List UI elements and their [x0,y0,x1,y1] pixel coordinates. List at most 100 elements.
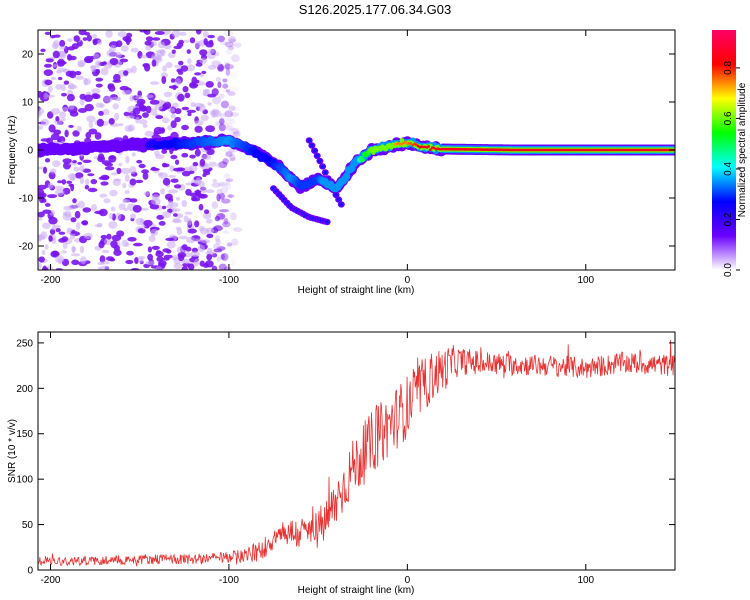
spectrogram-noise-blob [50,76,57,81]
spectrogram-noise-blob [198,193,208,199]
spectrogram-noise-blob [219,192,226,200]
spectrogram-noise-blob [97,266,103,270]
spectrogram-noise-blob [55,116,60,122]
spectrogram-ridge-cell [409,142,413,145]
spectrogram-noise-blob [135,217,144,226]
spectrogram-noise-blob [49,168,57,174]
spectrogram-noise-blob [227,91,236,96]
spectrogram-noise-blob [102,108,110,116]
spectrogram-noise-blob [224,41,234,48]
spectrogram-noise-blob [43,92,48,100]
spectrogram-ridge-cell [646,148,650,152]
spectrogram-ridge-cell [459,147,463,151]
spectrogram-noise-blob [184,211,193,215]
spectrogram-noise-blob [225,125,235,132]
spectrogram-noise-blob [153,126,164,135]
spectrogram-ridge-cell [527,148,530,152]
spectrogram-noise-blob [123,199,130,203]
spectrogram-noise-blob [195,62,203,67]
spectrogram-noise-blob [129,166,137,175]
spectrogram-noise-blob [215,77,222,82]
spectrogram-ridge-cell [591,148,595,152]
spectrogram-noise-blob [151,198,161,205]
spectrogram-noise-blob [172,217,181,223]
spectrogram-noise-blob [212,179,217,183]
spectrogram-noise-blob [125,259,134,265]
spectrogram-noise-blob [200,114,209,122]
spectrogram-noise-blob [216,213,226,220]
spectrogram-noise-blob [222,221,231,228]
spectrogram-noise-blob [178,235,188,240]
spectrogram-noise-blob [58,76,63,81]
spectrogram-noise-blob [55,255,65,264]
spectrogram-noise-blob [161,211,171,219]
spectrogram-noise-blob [183,166,193,172]
spectrogram-noise-blob [189,192,199,198]
colorbar: 0.0 0.2 0.4 0.6 0.8 Normalized spectral ampl… [712,30,748,277]
spectrogram-noise-blob [52,160,61,168]
spectrogram-noise-blob [165,237,175,241]
spectrogram-noise-blob [129,178,137,186]
spectrogram-noise-blob [124,37,132,43]
spectrogram-ridge-cell [555,148,559,152]
spectrogram-noise-blob [84,178,90,186]
spectrogram-noise-blob [140,55,148,59]
spectrogram-noise-blob [168,189,178,194]
spectrogram-noise-blob [123,111,130,117]
spectrogram-noise-blob [83,78,92,85]
spectrogram-noise-blob [170,178,179,183]
spectrogram-noise-blob [185,188,192,196]
spectrogram-noise-blob [219,113,227,118]
spectrogram-noise-blob [181,170,191,177]
spectrogram-ridge-cell [550,148,554,152]
spectrogram-y-axis: -20 -10 0 10 20 [19,50,675,253]
spectrogram-noise-blob [228,194,235,199]
spectrogram-noise-blob [135,179,144,184]
spectrogram-noise-blob [182,86,189,93]
spectrogram-branch-core [320,164,325,169]
spectrogram-noise-blob [51,227,56,231]
spectrogram-noise-blob [193,258,200,267]
spectrogram-noise-blob [38,125,43,130]
spectrogram-noise-blob [181,266,188,270]
spectrogram-noise-blob [98,110,104,116]
spectrogram-noise-blob [186,236,196,244]
spectrogram-noise-blob [180,65,189,72]
spectrogram-noise-blob [178,60,184,66]
spectrogram-noise-blob [181,200,188,208]
spectrogram-noise-blob [200,186,207,194]
spectrogram-noise-blob [173,262,183,269]
spectrogram-noise-blob [44,244,49,250]
spectrogram-noise-blob [198,203,204,211]
colorbar-tick-label: 0.2 [723,212,734,226]
snr-x-tick-label: -100 [219,575,239,586]
spectrogram-noise-blob [142,112,149,118]
spectrogram-noise-blob [218,182,226,187]
spectrogram-noise-blob [62,158,72,164]
spectrogram-noise-blob [125,155,130,164]
spectrogram-noise-blob [74,210,81,219]
spectrogram-noise-blob [151,245,160,250]
spectrogram-noise-blob [95,68,101,75]
snr-series-line [37,340,676,567]
spectrogram-noise-blob [157,260,167,267]
spectrogram-noise-blob [70,173,76,182]
snr-y-label: SNR (10 * v/v) [7,419,18,483]
spectrogram-noise-blob [211,201,219,209]
spectrogram-noise-blob [229,154,236,162]
spectrogram-noise-blob [197,244,205,253]
spectrogram-noise-blob [213,225,223,232]
spectrogram-noise-blob [183,258,190,265]
spectrogram-noise-blob [80,256,87,265]
spectrogram-ridge-cell [502,148,506,152]
spectrogram-noise-blob [158,221,166,226]
spectrogram-noise-blob [71,259,80,266]
spectrogram-noise-blob [113,244,120,252]
spectrogram-noise-blob [208,161,217,167]
spectrogram-noise-blob [41,249,46,255]
chart-title: S126.2025.177.06.34.G03 [299,2,452,17]
spectrogram-ridge-cell [475,148,479,151]
spectrogram-noise-blob [226,242,233,247]
spectrogram-noise-blob [68,183,74,187]
spectrogram-noise-blob [189,37,196,44]
